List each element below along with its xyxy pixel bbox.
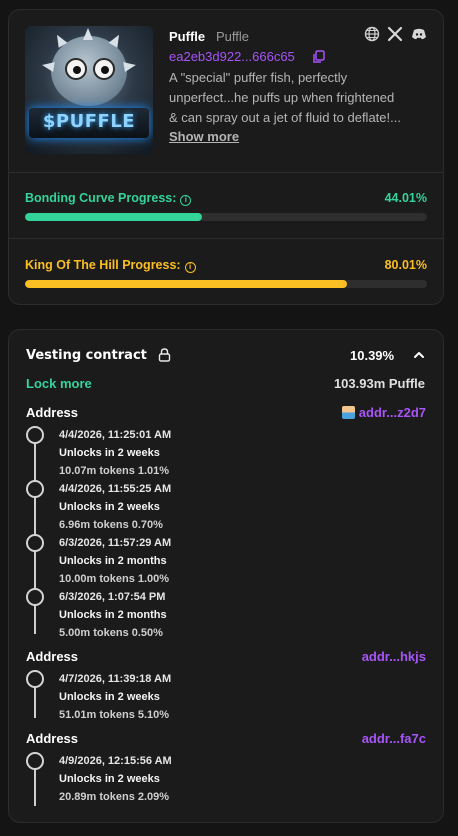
unlock-date: 4/9/2026, 12:15:56 AM xyxy=(59,755,172,767)
timeline-dot xyxy=(26,588,44,606)
unlock-tokens: 6.96m tokens 0.70% xyxy=(59,519,163,531)
info-icon[interactable]: i xyxy=(184,262,196,273)
address-link[interactable]: addr...hkjs xyxy=(361,649,426,664)
unlock-date: 4/4/2026, 11:55:25 AM xyxy=(59,483,172,495)
token-logo-plate: $PUFFLE xyxy=(29,108,149,138)
unlock-date: 4/7/2026, 11:39:18 AM xyxy=(59,673,172,685)
unlock-tokens: 20.89m tokens 2.09% xyxy=(59,791,170,803)
divider xyxy=(9,172,443,173)
address-label: Address xyxy=(26,731,79,746)
bonding-curve-label: Bonding Curve Progress: i xyxy=(25,191,192,206)
unlock-tokens: 10.07m tokens 1.01% xyxy=(59,465,170,477)
unlock-eta: Unlocks in 2 weeks xyxy=(59,691,160,703)
address-label: Address xyxy=(26,649,79,664)
discord-icon[interactable] xyxy=(411,26,427,42)
avatar-icon xyxy=(341,406,355,419)
token-logo-text: $PUFFLE xyxy=(42,111,136,132)
unlock-date: 6/3/2026, 1:07:54 PM xyxy=(59,591,166,603)
token-address[interactable]: ea2eb3d922...666c65 xyxy=(169,49,295,64)
token-image[interactable]: $PUFFLE xyxy=(25,26,153,154)
unlock-eta: Unlocks in 2 weeks xyxy=(59,501,160,513)
x-icon[interactable] xyxy=(387,26,403,42)
bonding-curve-value: 44.01% xyxy=(384,191,427,205)
timeline-dot xyxy=(26,752,44,770)
unlock-tokens: 5.00m tokens 0.50% xyxy=(59,627,163,639)
unlock-eta: Unlocks in 2 months xyxy=(59,609,167,621)
timeline-dot xyxy=(26,426,44,444)
bonding-curve-fill xyxy=(25,213,202,221)
puffer-fish-illustration xyxy=(51,36,127,106)
show-more-link[interactable]: Show more xyxy=(169,129,240,144)
bonding-curve-bar xyxy=(25,213,427,221)
globe-icon[interactable] xyxy=(364,26,380,42)
address-link[interactable]: addr...fa7c xyxy=(361,731,426,746)
koth-fill xyxy=(25,280,347,288)
info-icon[interactable]: i xyxy=(180,195,192,206)
koth-value: 80.01% xyxy=(384,258,427,272)
unlock-date: 6/3/2026, 11:57:29 AM xyxy=(59,537,172,549)
vesting-title: Vesting contract xyxy=(26,348,147,363)
unlock-eta: Unlocks in 2 weeks xyxy=(59,447,160,459)
timeline-dot xyxy=(26,670,44,688)
lock-more-button[interactable]: Lock more xyxy=(26,376,92,391)
token-ticker: Puffle xyxy=(216,29,250,44)
timeline-line xyxy=(34,760,36,806)
lock-icon xyxy=(158,348,171,362)
address-link[interactable]: addr...z2d7 xyxy=(341,405,426,420)
koth-bar xyxy=(25,280,427,288)
vesting-percent: 10.39% xyxy=(350,348,395,363)
vesting-amount: 103.93m Puffle xyxy=(333,376,425,391)
divider xyxy=(9,238,443,239)
chevron-up-icon[interactable] xyxy=(413,350,425,360)
timeline-dot xyxy=(26,480,44,498)
unlock-tokens: 51.01m tokens 5.10% xyxy=(59,709,170,721)
token-card: $PUFFLE Puffle Puffle ea2eb3d922...666c6… xyxy=(8,9,444,305)
unlock-eta: Unlocks in 2 weeks xyxy=(59,773,160,785)
unlock-eta: Unlocks in 2 months xyxy=(59,555,167,567)
timeline-dot xyxy=(26,534,44,552)
copy-icon[interactable] xyxy=(312,50,325,64)
vesting-card: Vesting contract 10.39% Lock more 103.93… xyxy=(8,329,444,823)
token-description: A "special" puffer fish, perfectly unper… xyxy=(169,70,401,125)
address-label: Address xyxy=(26,405,79,420)
koth-label: King Of The Hill Progress: i xyxy=(25,258,196,273)
timeline-line xyxy=(34,678,36,718)
unlock-tokens: 10.00m tokens 1.00% xyxy=(59,573,170,585)
unlock-date: 4/4/2026, 11:25:01 AM xyxy=(59,429,172,441)
token-name: Puffle xyxy=(169,29,206,44)
